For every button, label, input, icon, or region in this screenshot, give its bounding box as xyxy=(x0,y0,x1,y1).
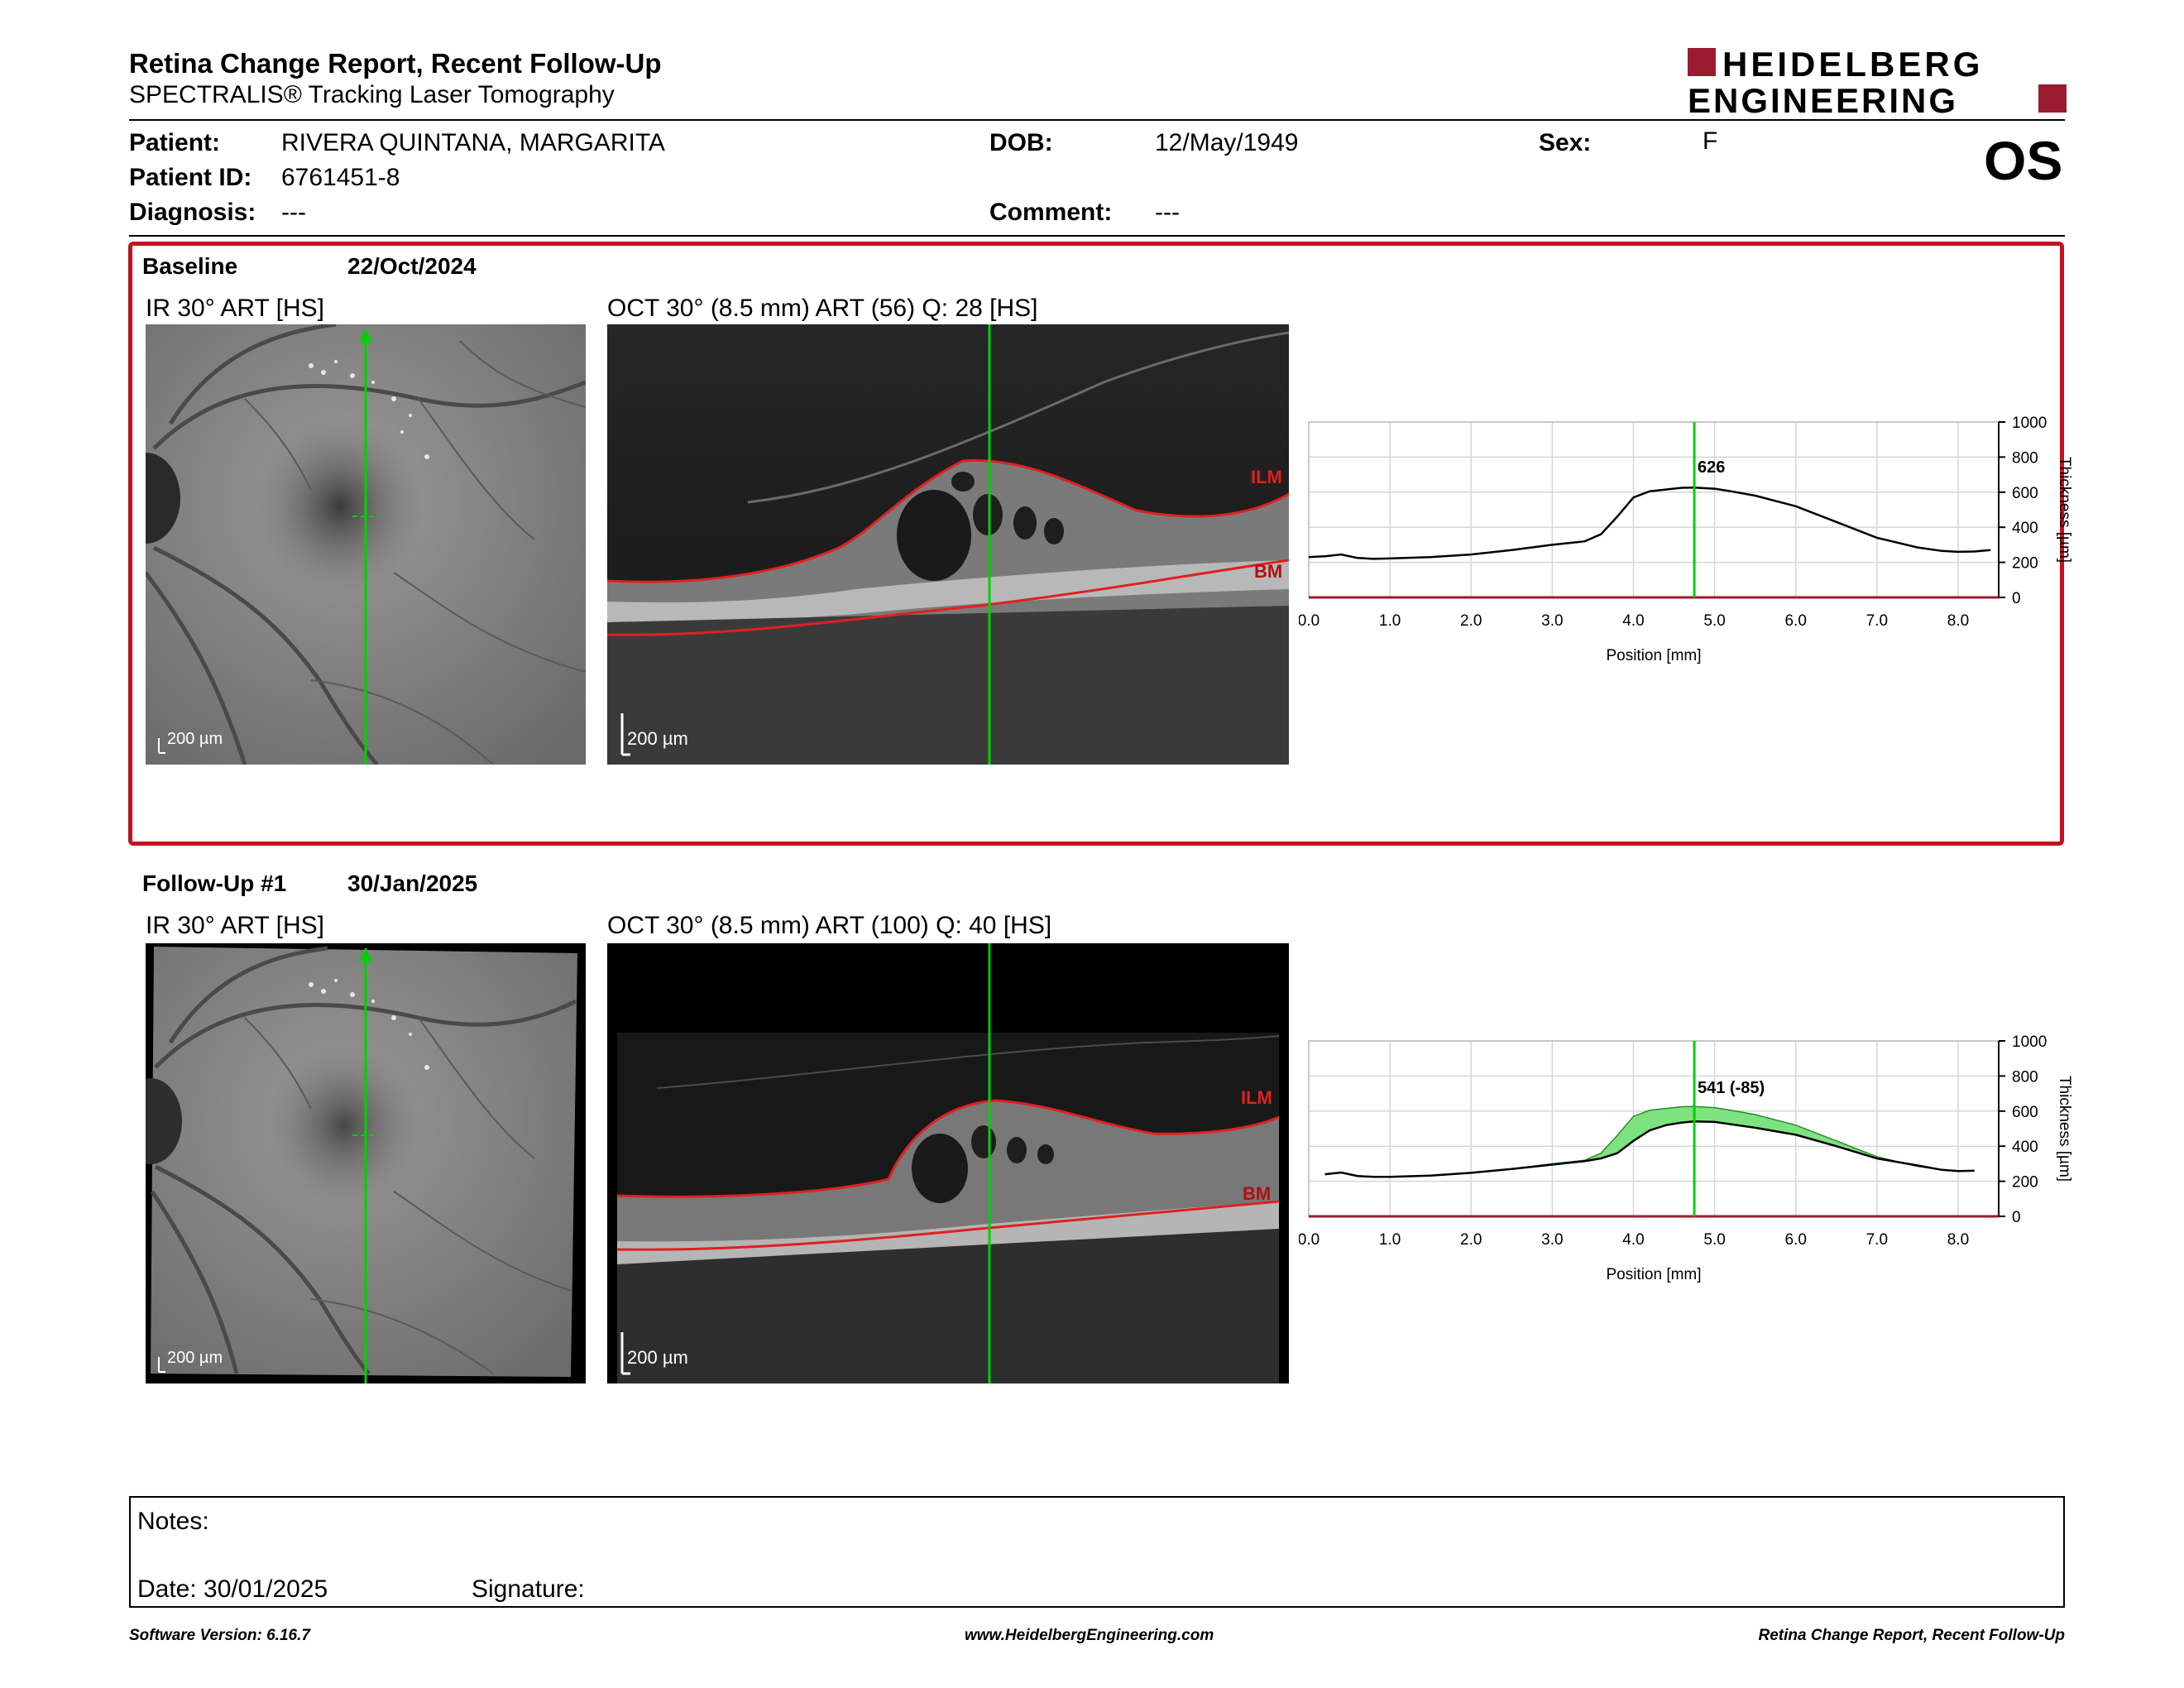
report-title: Retina Change Report, Recent Follow-Up xyxy=(129,48,662,79)
followup-bm-label: BM xyxy=(1243,1183,1272,1204)
x-tick-label: 8.0 xyxy=(1947,1231,1969,1249)
baseline-ir-scale: 200 µm xyxy=(167,730,223,748)
footer-report-name: Retina Change Report, Recent Follow-Up xyxy=(1758,1627,2065,1644)
heidelberg-logo: HEIDELBERG ENGINEERING xyxy=(1688,45,2067,120)
x-tick-label: 6.0 xyxy=(1784,1231,1806,1249)
x-tick-label: 4.0 xyxy=(1622,612,1644,630)
baseline-ilm-label: ILM xyxy=(1251,467,1282,487)
footer-software-version: Software Version: 6.16.7 xyxy=(129,1627,310,1644)
baseline-date: 22/Oct/2024 xyxy=(347,253,477,279)
y-tick-label: 1000 xyxy=(2012,1033,2047,1051)
followup-ilm-label: ILM xyxy=(1241,1087,1272,1108)
followup-thickness-chart: 0.0 1.0 2.0 3.0 4.0 5.0 6.0 7.0 8.0 0 200 400 600 800… xyxy=(1298,1029,2076,1299)
header-divider xyxy=(129,119,2065,121)
sex-label: Sex: xyxy=(1539,129,1592,156)
notes-date: Date: 30/01/2025 xyxy=(137,1575,328,1603)
x-tick-label: 2.0 xyxy=(1460,612,1482,630)
comment-value: --- xyxy=(1155,199,1180,226)
x-tick-label: 3.0 xyxy=(1541,612,1563,630)
dob-label: DOB: xyxy=(989,129,1053,156)
dob-value: 12/May/1949 xyxy=(1155,129,1299,156)
patient-id: 6761451-8 xyxy=(281,164,400,191)
diagnosis-label: Diagnosis: xyxy=(129,199,256,226)
notes-label: Notes: xyxy=(137,1508,209,1535)
y-tick-label: 800 xyxy=(2012,449,2038,467)
followup-ir-image[interactable]: 200 µm xyxy=(146,943,586,1383)
patient-id-label: Patient ID: xyxy=(129,164,252,191)
baseline-oct-caption: OCT 30° (8.5 mm) ART (56) Q: 28 [HS] xyxy=(607,295,1038,322)
followup-ir-caption: IR 30° ART [HS] xyxy=(146,912,324,939)
followup-oct-image[interactable]: 200 µm ILM BM xyxy=(607,943,1289,1383)
followup-oct-caption: OCT 30° (8.5 mm) ART (100) Q: 40 [HS] xyxy=(607,912,1052,939)
y-tick-label: 1000 xyxy=(2012,415,2047,432)
y-tick-label: 800 xyxy=(2012,1068,2038,1086)
y-tick-label: 600 xyxy=(2012,485,2038,502)
y-tick-label: 200 xyxy=(2012,555,2038,573)
plot-frame xyxy=(1308,421,2000,598)
y-tick-label: 0 xyxy=(2012,590,2021,607)
y-axis-label: Thickness [µm] xyxy=(2056,1076,2073,1182)
y-tick-label: 400 xyxy=(2012,1139,2038,1156)
footer-website[interactable]: www.HeidelbergEngineering.com xyxy=(965,1627,1214,1644)
comment-label: Comment: xyxy=(989,199,1113,226)
followup-thickness-line xyxy=(1324,1120,1975,1178)
x-tick-label: 7.0 xyxy=(1866,1231,1888,1249)
report-subtitle: SPECTRALIS® Tracking Laser Tomography xyxy=(129,81,615,108)
followup-ir-scale: 200 µm xyxy=(167,1349,223,1367)
baseline-thickness-value: 626 xyxy=(1698,458,1726,477)
svg-text:HEIDELBERG: HEIDELBERG xyxy=(1722,46,1983,84)
baseline-thickness-chart: 0.0 1.0 2.0 3.0 4.0 5.0 6.0 7.0 8.0 0 200 400 600 800… xyxy=(1298,410,2076,680)
thickness-line xyxy=(1308,487,1991,560)
x-tick-label: 0.0 xyxy=(1299,612,1320,630)
sex-value: F xyxy=(1703,127,1718,155)
x-tick-label: 2.0 xyxy=(1460,1231,1482,1249)
followup-label: Follow-Up #1 xyxy=(142,870,287,896)
baseline-ir-image[interactable]: 200 µm xyxy=(146,324,586,765)
eye-label: OS xyxy=(1984,130,2063,191)
baseline-frame xyxy=(128,242,2064,846)
diagnosis-value: --- xyxy=(281,199,306,226)
y-axis-label: Thickness [µm] xyxy=(2056,457,2073,563)
patient-divider xyxy=(129,235,2065,237)
x-tick-label: 4.0 xyxy=(1622,1231,1644,1249)
y-tick-label: 0 xyxy=(2012,1209,2021,1226)
signature-label: Signature: xyxy=(472,1575,585,1603)
patient-name-label: Patient: xyxy=(129,129,221,156)
y-tick-label: 200 xyxy=(2012,1174,2038,1192)
x-tick-label: 5.0 xyxy=(1703,1231,1725,1249)
x-tick-label: 6.0 xyxy=(1784,612,1806,630)
x-tick-label: 1.0 xyxy=(1379,612,1401,630)
x-axis-label: Position [mm] xyxy=(1606,1266,1701,1283)
followup-oct-scale: 200 µm xyxy=(627,1347,688,1368)
x-tick-label: 0.0 xyxy=(1299,1231,1320,1249)
x-axis-label: Position [mm] xyxy=(1606,647,1701,664)
y-tick-label: 600 xyxy=(2012,1104,2038,1121)
svg-text:ENGINEERING: ENGINEERING xyxy=(1688,81,1958,116)
x-tick-label: 3.0 xyxy=(1541,1231,1563,1249)
y-tick-label: 400 xyxy=(2012,520,2038,537)
baseline-ir-caption: IR 30° ART [HS] xyxy=(146,295,324,322)
x-tick-label: 8.0 xyxy=(1947,612,1969,630)
thickness-change-area xyxy=(1324,1106,1975,1177)
notes-box[interactable]: Notes: Date: 30/01/2025 Signature: xyxy=(129,1496,2065,1608)
followup-thickness-value: 541 (-85) xyxy=(1698,1079,1765,1097)
baseline-bm-label: BM xyxy=(1254,561,1283,582)
x-tick-label: 5.0 xyxy=(1703,612,1725,630)
patient-name: RIVERA QUINTANA, MARGARITA xyxy=(281,129,665,156)
followup-date: 30/Jan/2025 xyxy=(347,870,478,896)
baseline-oct-image[interactable]: 200 µm ILM BM xyxy=(607,324,1289,765)
x-tick-label: 7.0 xyxy=(1866,612,1888,630)
baseline-oct-scale: 200 µm xyxy=(627,728,688,749)
x-tick-label: 1.0 xyxy=(1379,1231,1401,1249)
baseline-label: Baseline xyxy=(142,253,238,279)
